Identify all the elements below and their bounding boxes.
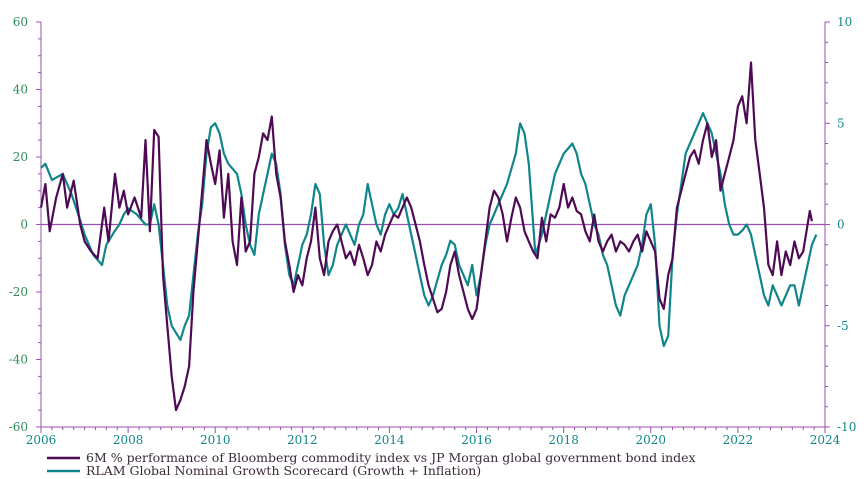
series-line-commodity-vs-bond xyxy=(39,61,813,412)
right-tick-label: 5 xyxy=(837,116,845,130)
legend-label-series2: RLAM Global Nominal Growth Scorecard (Gr… xyxy=(86,463,481,478)
x-tick-label: 2010 xyxy=(200,433,231,447)
series-line-rlam-scorecard xyxy=(40,112,818,348)
right-axis-ticks: 10 5 0 -5 -10 xyxy=(825,15,856,434)
x-tick-label: 2016 xyxy=(461,433,492,447)
right-tick-label: -10 xyxy=(837,420,856,434)
x-tick-label: 2022 xyxy=(723,433,754,447)
x-tick-label: 2008 xyxy=(113,433,144,447)
x-tick-label: 2018 xyxy=(548,433,579,447)
left-tick-label: -40 xyxy=(9,353,28,367)
left-tick-label: -60 xyxy=(9,420,28,434)
left-tick-label: -20 xyxy=(9,285,28,299)
x-tick-label: 2024 xyxy=(810,433,841,447)
right-tick-label: 10 xyxy=(837,15,852,29)
legend-label-series1: 6M % performance of Bloomberg commodity … xyxy=(86,450,696,465)
legend: 6M % performance of Bloomberg commodity … xyxy=(47,450,696,478)
x-tick-label: 2020 xyxy=(636,433,667,447)
x-axis-ticks: 2006 2008 2010 2012 2014 2016 2018 2020 2022 2024 xyxy=(26,427,841,447)
left-axis-ticks: 60 40 20 0 -20 -40 -60 xyxy=(9,15,41,434)
right-tick-label: -5 xyxy=(837,319,849,333)
left-tick-label: 20 xyxy=(13,150,28,164)
right-tick-label: 0 xyxy=(837,218,845,232)
x-tick-label: 2014 xyxy=(374,433,405,447)
x-tick-label: 2006 xyxy=(26,433,57,447)
left-tick-label: 0 xyxy=(20,218,28,232)
left-tick-label: 60 xyxy=(13,15,28,29)
left-tick-label: 40 xyxy=(13,83,28,97)
x-tick-label: 2012 xyxy=(287,433,318,447)
